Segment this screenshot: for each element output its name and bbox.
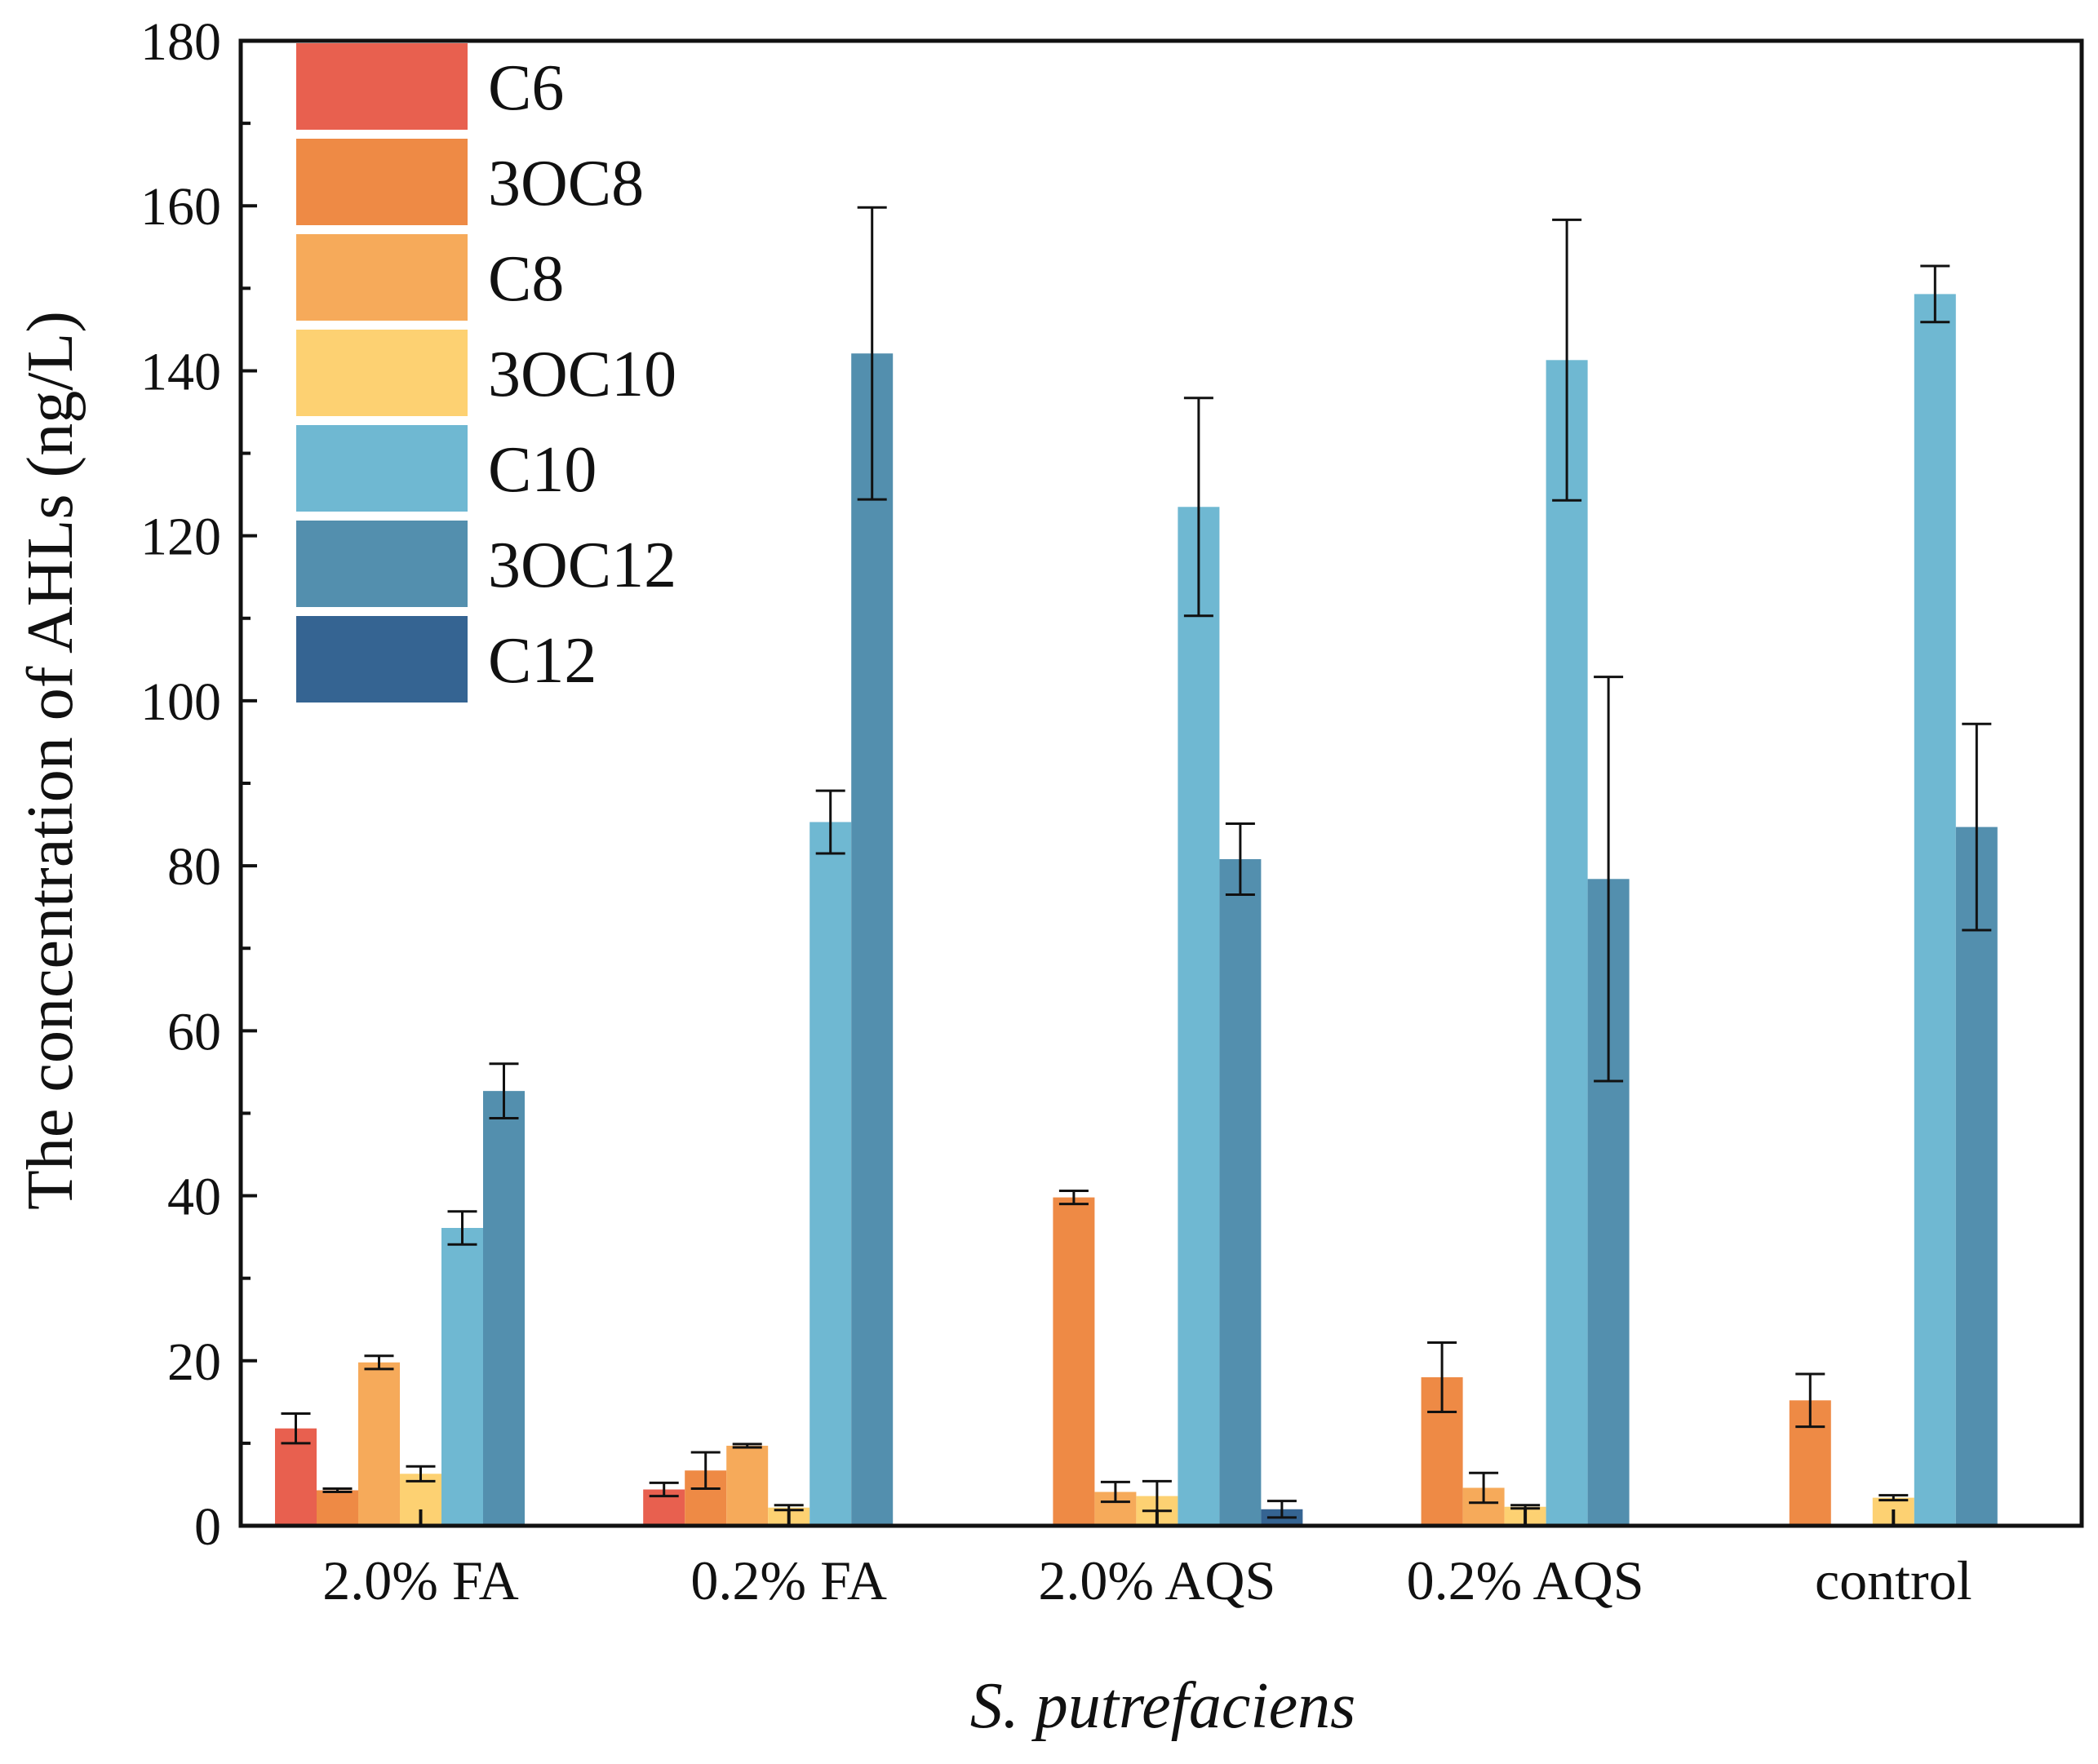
legend-swatch-C8 xyxy=(296,234,468,321)
bar-C10-4 xyxy=(1914,294,1956,1526)
x-tick-label-1: 0.2% FA xyxy=(690,1549,887,1611)
bar-3OC12-0 xyxy=(483,1091,525,1526)
bars-layer xyxy=(275,294,1998,1527)
y-tick-label-120: 120 xyxy=(140,507,221,567)
legend-label-3OC10: 3OC10 xyxy=(488,339,676,410)
bar-3OC8-2 xyxy=(1053,1197,1095,1526)
error-bars-layer xyxy=(281,206,1992,1519)
bar-C10-3 xyxy=(1546,360,1588,1526)
bar-C10-2 xyxy=(1178,507,1220,1526)
y-tick-label-100: 100 xyxy=(140,672,221,732)
legend-label-C8: C8 xyxy=(488,243,564,315)
y-tick-label-180: 180 xyxy=(140,12,221,72)
legend-label-C10: C10 xyxy=(488,434,597,506)
legend-swatch-C6 xyxy=(296,43,468,130)
legend-swatch-C10 xyxy=(296,425,468,512)
bar-3OC12-2 xyxy=(1219,859,1262,1526)
legend-label-C12: C12 xyxy=(488,625,597,697)
x-tick-label-0: 2.0% FA xyxy=(322,1549,519,1611)
bar-3OC12-4 xyxy=(1955,827,1998,1526)
y-tick-label-60: 60 xyxy=(167,1002,221,1062)
bar-C8-1 xyxy=(726,1445,769,1526)
y-tick-label-40: 40 xyxy=(167,1168,221,1227)
y-tick-label-0: 0 xyxy=(194,1497,221,1557)
legend-swatch-3OC12 xyxy=(296,521,468,607)
legend-label-3OC12: 3OC12 xyxy=(488,530,676,601)
bar-C6-0 xyxy=(275,1428,317,1526)
axes: 0 20 40 60 80 100 120 140 160 180 2.0% FA 0.2% FA 2.… xyxy=(140,12,2084,1611)
legend-label-3OC8: 3OC8 xyxy=(488,148,644,219)
y-tick-label-140: 140 xyxy=(140,342,221,401)
y-tick-label-80: 80 xyxy=(167,837,221,897)
y-tick-label-160: 160 xyxy=(140,177,221,237)
bar-C10-0 xyxy=(441,1227,483,1526)
legend-swatch-3OC8 xyxy=(296,139,468,225)
x-tick-label-2: 2.0% AQS xyxy=(1038,1549,1275,1611)
x-tick-label-4: control xyxy=(1815,1549,1972,1611)
bar-3OC12-1 xyxy=(851,353,894,1527)
bar-3OC8-0 xyxy=(317,1490,358,1526)
legend-swatch-3OC10 xyxy=(296,330,468,416)
legend-label-C6: C6 xyxy=(488,52,564,124)
x-tick-label-3: 0.2% AQS xyxy=(1407,1549,1644,1611)
bar-C10-1 xyxy=(809,822,852,1526)
y-axis-title: The concentration of AHLs (ng/L) xyxy=(15,311,86,1210)
legend-swatch-C12 xyxy=(296,616,468,702)
x-axis-title: S. putrefaciens xyxy=(970,1670,1356,1742)
bar-C8-0 xyxy=(358,1362,400,1526)
y-tick-label-20: 20 xyxy=(167,1332,221,1392)
legend: C6 3OC8 C8 3OC10 C10 3OC12 C12 xyxy=(296,43,676,702)
